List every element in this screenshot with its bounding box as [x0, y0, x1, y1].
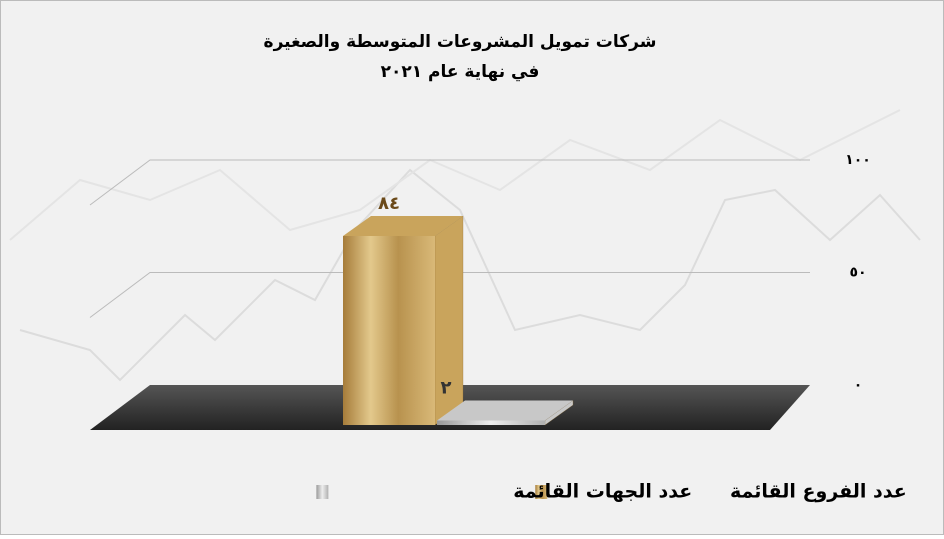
bar-face: [343, 236, 435, 425]
bar-face: [437, 420, 545, 425]
bar-face: [343, 216, 463, 236]
legend-swatch: [535, 485, 548, 499]
y-tick-label: ١٠٠: [845, 152, 871, 168]
chart-subtitle: في نهاية عام ٢٠٢١: [381, 62, 540, 82]
legend-label: عدد الجهات القائمة: [513, 481, 692, 503]
y-tick-label: ٠: [854, 377, 863, 393]
legend-label: عدد الفروع القائمة: [730, 481, 907, 503]
legend-swatch: [316, 485, 329, 499]
data-label: ٨٤: [378, 193, 400, 214]
decor: [19, 168, 921, 382]
bar: [343, 215, 464, 426]
bar-face: [437, 400, 573, 421]
bar: [437, 400, 574, 426]
chart-title: شركات تمويل المشروعات المتوسطة والصغيرة: [264, 32, 657, 52]
y-tick-label: ٥٠: [849, 265, 866, 281]
grid-line: [89, 272, 810, 318]
data-label: ٢: [441, 378, 452, 399]
grid-line: [89, 159, 810, 206]
